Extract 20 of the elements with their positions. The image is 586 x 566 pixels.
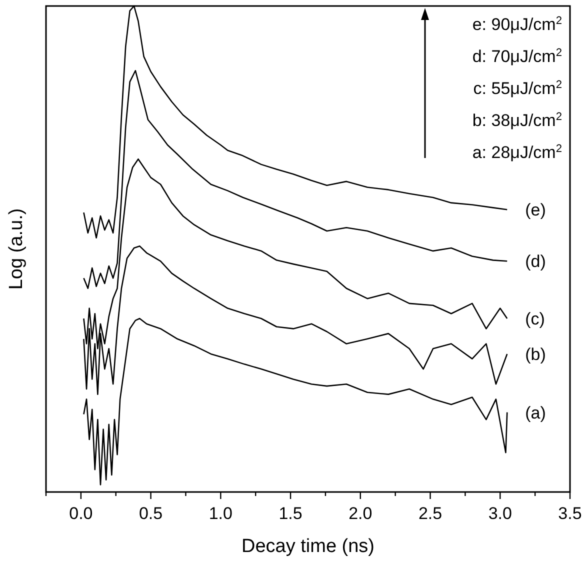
x-tick-label: 2.0 [348, 504, 372, 523]
series-label: (b) [525, 344, 546, 364]
x-axis-title: Decay time (ns) [241, 536, 375, 557]
annotation: b: 38μJ/cm$^{2}$ [472, 111, 562, 130]
series-label: (a) [525, 403, 546, 422]
annotation: d: 70μJ/cm$^{2}$ [472, 47, 562, 66]
x-tick-label: 3.0 [488, 504, 512, 523]
series-label: (c) [525, 310, 545, 328]
annotation: c: 55μJ/cm$^{2}$ [473, 79, 562, 98]
y-axis-title: Log (a.u.) [6, 208, 27, 290]
x-tick-label: 1.0 [208, 504, 232, 523]
x-tick-label: 0.5 [138, 504, 163, 523]
x-tick-label: 1.5 [278, 504, 302, 523]
annotation: e: 90μJ/cm$^{2}$ [472, 15, 562, 34]
series-label: (d) [525, 252, 546, 272]
x-tick-label: 0.0 [69, 504, 93, 523]
x-tick-label: 2.5 [418, 504, 442, 523]
annotation: a: 28μJ/cm$^{2}$ [472, 143, 562, 162]
x-tick-label: 3.5 [558, 504, 582, 523]
series-label: (e) [525, 200, 546, 220]
